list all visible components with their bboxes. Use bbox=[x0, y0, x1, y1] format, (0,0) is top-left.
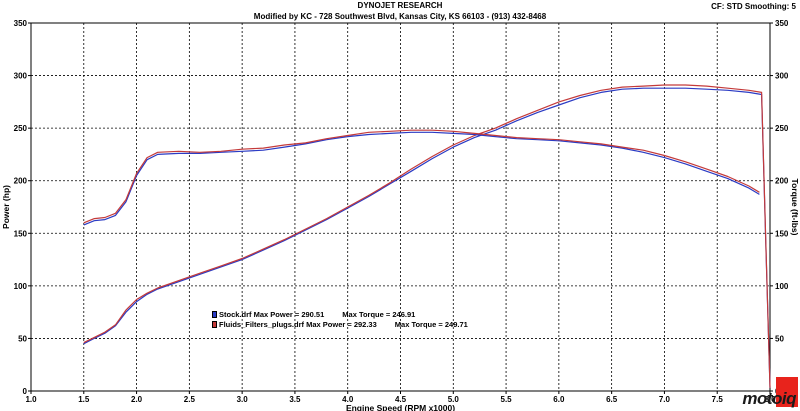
chart-subtitle: Modified by KC - 728 Southwest Blvd, Kan… bbox=[253, 12, 547, 21]
y-left-tick-label: 300 bbox=[14, 72, 28, 81]
x-axis-label: Engine Speed (RPM x1000) bbox=[346, 403, 455, 411]
x-tick-label: 5.5 bbox=[501, 395, 513, 404]
chart-title: DYNOJET RESEARCH bbox=[357, 1, 443, 10]
power-line-modified bbox=[83, 84, 771, 388]
legend-max-power-stock: Max Power = 290.51 bbox=[253, 309, 325, 319]
x-tick-label: 1.0 bbox=[25, 395, 37, 404]
legend-file-modified: Fluids_Filters_plugs.drf bbox=[219, 319, 305, 329]
legend-file-stock: Stock.drf bbox=[219, 309, 252, 319]
x-tick-label: 3.5 bbox=[289, 395, 301, 404]
x-tick-label: 7.5 bbox=[712, 395, 724, 404]
motoiq-logo: motoiq bbox=[742, 377, 798, 409]
legend: Stock.drf Max Power = 290.51 Max Torque … bbox=[212, 309, 468, 329]
legend-max-torque-modified: Max Torque = 249.71 bbox=[394, 319, 468, 329]
y-right-tick-label: 300 bbox=[775, 72, 789, 81]
x-tick-label: 6.0 bbox=[553, 395, 565, 404]
x-tick-label: 2.0 bbox=[131, 395, 143, 404]
x-tick-label: 4.0 bbox=[342, 395, 354, 404]
y-left-tick-label: 150 bbox=[14, 229, 28, 238]
y-left-tick-label: 100 bbox=[14, 282, 28, 291]
logo-text: motoiq bbox=[742, 389, 796, 408]
legend-swatch-stock bbox=[212, 310, 217, 318]
legend-row-modified: Fluids_Filters_plugs.drf Max Power = 292… bbox=[212, 319, 468, 329]
legend-swatch-modified bbox=[212, 320, 217, 328]
y-right-tick-label: 50 bbox=[775, 334, 784, 343]
power-line-stock bbox=[83, 87, 771, 388]
x-tick-label: 4.5 bbox=[395, 395, 407, 404]
x-tick-label: 5.0 bbox=[448, 395, 460, 404]
x-tick-label: 2.5 bbox=[184, 395, 196, 404]
y-left-tick-label: 0 bbox=[23, 387, 28, 396]
y-right-tick-label: 200 bbox=[775, 177, 789, 186]
y-right-tick-label: 150 bbox=[775, 229, 789, 238]
y-left-tick-label: 200 bbox=[14, 177, 28, 186]
legend-max-power-modified: Max Power = 292.33 bbox=[306, 319, 377, 329]
logo-red-block bbox=[776, 377, 798, 407]
y-right-axis-label: Torque (ft-lbs) bbox=[790, 179, 800, 236]
x-tick-label: 7.0 bbox=[659, 395, 671, 404]
torque-line-modified bbox=[83, 129, 760, 224]
x-tick-label: 1.5 bbox=[78, 395, 90, 404]
correction-smoothing-info: CF: STD Smoothing: 5 bbox=[711, 2, 796, 11]
x-tick-label: 6.5 bbox=[606, 395, 618, 404]
y-left-tick-label: 50 bbox=[18, 334, 27, 343]
y-left-tick-label: 250 bbox=[14, 124, 28, 133]
x-tick-label: 3.0 bbox=[237, 395, 249, 404]
y-left-axis-label: Power (hp) bbox=[1, 185, 11, 229]
y-right-tick-label: 100 bbox=[775, 282, 789, 291]
legend-row-stock: Stock.drf Max Power = 290.51 Max Torque … bbox=[212, 309, 468, 319]
y-right-tick-label: 250 bbox=[775, 124, 789, 133]
y-left-tick-label: 350 bbox=[14, 19, 28, 28]
torque-line-stock bbox=[83, 131, 760, 226]
legend-max-torque-stock: Max Torque = 246.91 bbox=[342, 309, 416, 319]
y-right-tick-label: 350 bbox=[775, 19, 789, 28]
x-tick-label: 8.0 bbox=[764, 395, 776, 404]
